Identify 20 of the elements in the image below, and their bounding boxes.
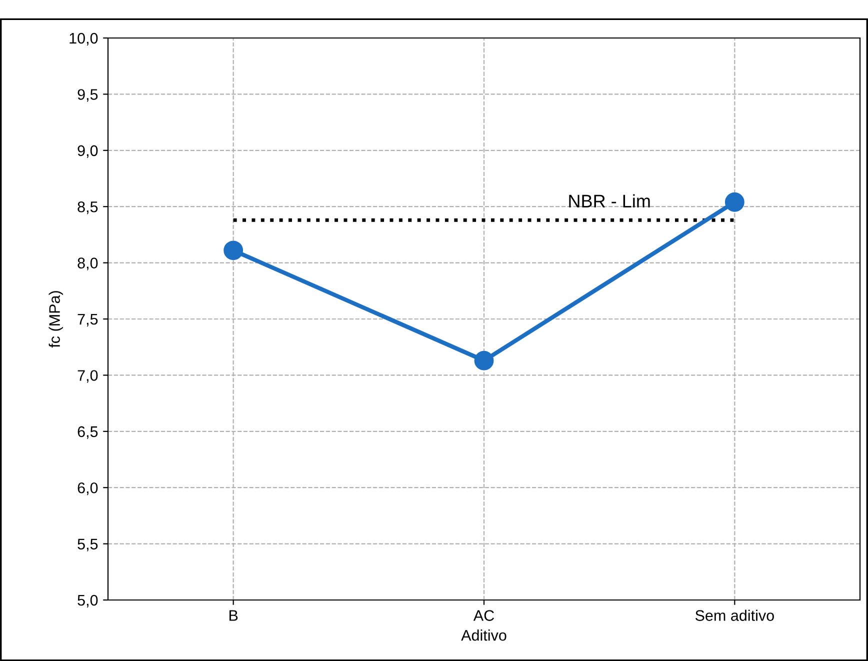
y-tick-label: 5,0: [78, 594, 98, 608]
y-tick-label: 6,0: [78, 482, 98, 496]
y-tick-label: 5,5: [78, 538, 98, 552]
point: [224, 240, 244, 260]
point: [724, 192, 744, 212]
y-tick-label: 8,0: [78, 258, 98, 270]
ref-line-label: NBR - Lim: [569, 194, 650, 208]
y-tick-label: 10,0: [70, 32, 98, 46]
y-tick-label: 9,5: [78, 89, 98, 102]
y-tick-label: 6,5: [78, 426, 98, 439]
y-axis-title: fc (MPa): [48, 291, 63, 348]
point: [474, 350, 494, 370]
x-tick-label: B: [229, 610, 238, 621]
x-tick-label: Sem aditivo: [695, 610, 774, 621]
y-tick-label: 9,0: [78, 145, 98, 158]
x-tick-label: AC: [473, 610, 494, 621]
y-tick-label: 7,5: [78, 314, 98, 326]
y-tick-label: 8,5: [78, 201, 98, 214]
x-axis-title: Aditivo: [461, 630, 506, 641]
y-tick-label: 7,0: [78, 370, 98, 383]
